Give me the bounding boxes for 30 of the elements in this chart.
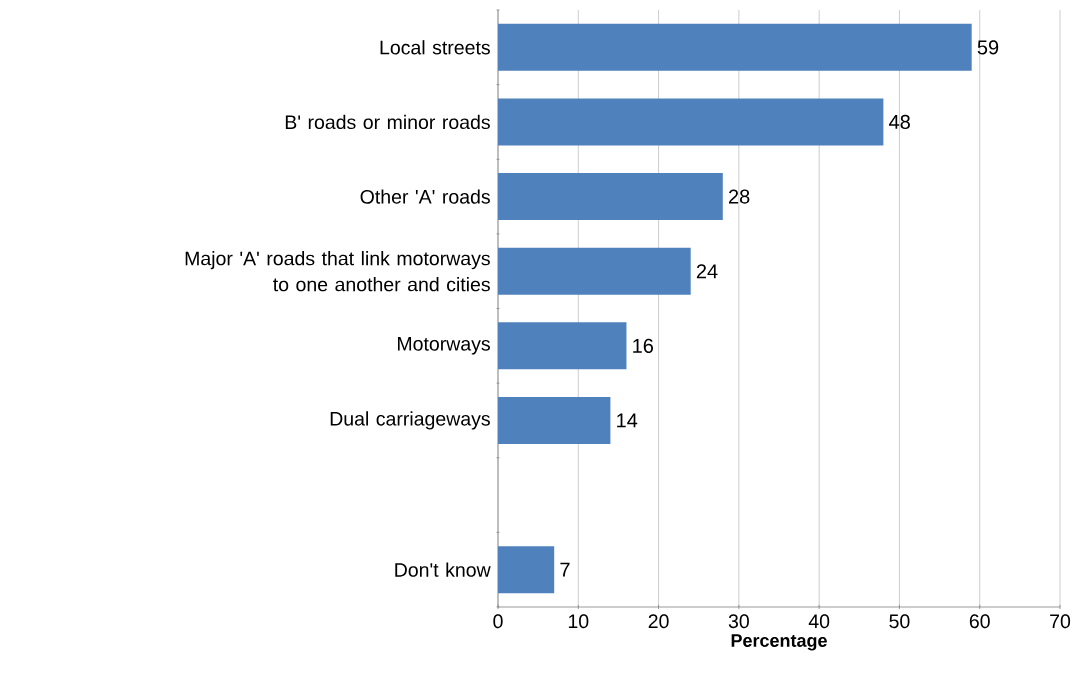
bar (498, 396, 611, 444)
data-label: 14 (617, 413, 638, 428)
y-tick-label: Dual carriageways (330, 411, 490, 430)
y-tick-label: Major 'A' roads that link motorways to one another and cities (185, 251, 490, 292)
x-tick-label: 0 (493, 614, 503, 629)
y-tick-label: B' roads or minor roads (285, 114, 490, 130)
data-label: 59 (977, 40, 999, 55)
data-label: 7 (560, 562, 570, 577)
y-tick-label: Local streets (380, 40, 490, 55)
x-tick-label: 10 (568, 614, 589, 629)
bar (498, 98, 884, 146)
bar (498, 173, 723, 221)
y-tick-label: Don't know (395, 562, 491, 577)
bar (498, 322, 627, 370)
x-tick-label: 40 (808, 614, 830, 629)
data-label: 28 (729, 189, 750, 204)
x-tick-label: 50 (889, 614, 910, 629)
bar (498, 247, 691, 295)
x-tick-label: 30 (728, 614, 749, 629)
x-axis-title: Percentage (731, 634, 827, 651)
data-label: 48 (889, 114, 910, 130)
x-tick-label: 20 (648, 614, 669, 629)
x-tick-label: 60 (969, 614, 990, 629)
data-label: 16 (633, 338, 654, 353)
bar (498, 546, 555, 594)
y-tick-label: Other 'A' roads (360, 189, 490, 204)
y-tick-label: Motorways (397, 337, 490, 355)
data-label: 24 (696, 264, 718, 279)
x-tick-label: 70 (1050, 614, 1071, 629)
bar (498, 23, 972, 71)
